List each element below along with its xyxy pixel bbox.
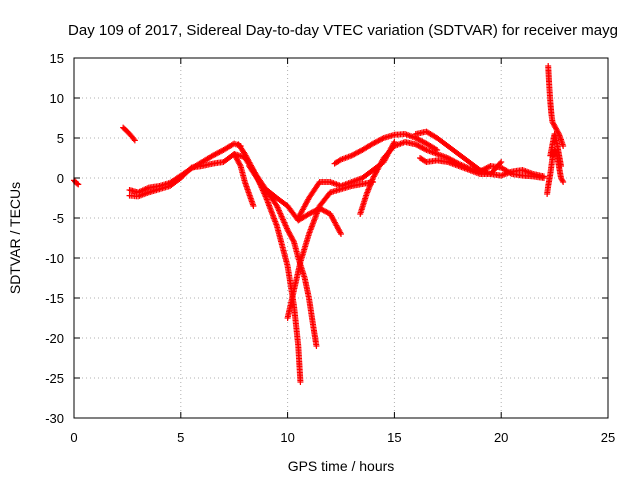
x-tick-label: 0 (70, 430, 77, 445)
series-arc-3 (126, 140, 244, 196)
data-point-fill (236, 161, 243, 168)
data-point (560, 179, 567, 185)
y-tick-label: -20 (45, 331, 64, 346)
x-axis-label: GPS time / hours (288, 458, 395, 474)
series-arc-7 (241, 155, 320, 349)
data-point (297, 379, 304, 385)
y-tick-label: 15 (50, 51, 64, 66)
data-point (131, 137, 138, 144)
y-tick-label: -5 (52, 211, 64, 226)
axis-ticks: 0 5 10 15 20 25 -30 -25 -20 -15 -10 -5 0 5 10 15 (45, 51, 615, 445)
x-tick-label: 15 (387, 430, 401, 445)
data-point-fill (290, 237, 297, 244)
data-point-fill (555, 129, 562, 136)
y-tick-label: -10 (45, 251, 64, 266)
data-point-fill (74, 180, 81, 187)
data-point-fill (422, 146, 429, 153)
chart-title: Day 109 of 2017, Sidereal Day-to-day VTE… (68, 22, 618, 39)
data-point (498, 159, 505, 165)
data-point (338, 231, 344, 237)
data-point (250, 203, 257, 209)
series-arc-15 (545, 63, 567, 149)
data-point-fill (497, 160, 504, 167)
data-point (540, 173, 547, 180)
x-tick-label: 20 (494, 430, 508, 445)
series-arc-2 (120, 124, 138, 144)
data-point (558, 163, 565, 169)
series-arc-10 (295, 139, 398, 221)
data-points (71, 63, 567, 385)
y-tick-label: -25 (45, 371, 64, 386)
series-arc-5 (231, 151, 257, 209)
series-arc-17 (547, 131, 565, 169)
y-tick-label: -30 (45, 411, 64, 426)
y-axis-label: SDTVAR / TECUs (7, 182, 23, 294)
series-arc-14 (417, 155, 505, 177)
y-tick-label: -15 (45, 291, 64, 306)
y-tick-label: 5 (57, 131, 64, 146)
data-point-fill (187, 165, 194, 172)
series-arc-4 (126, 151, 248, 200)
plot-frame (73, 57, 609, 419)
data-point-fill (379, 135, 386, 142)
data-point-fill (130, 136, 137, 143)
y-tick-label: 10 (50, 91, 64, 106)
x-tick-label: 10 (280, 430, 294, 445)
grid (74, 58, 608, 418)
series-arc-8 (246, 163, 344, 237)
y-tick-label: 0 (57, 171, 64, 186)
series-arc-6 (235, 141, 304, 385)
series-arc-16 (544, 147, 567, 197)
data-point (560, 143, 567, 149)
series-arc-11 (331, 131, 441, 167)
x-tick-label: 5 (177, 430, 184, 445)
data-point-fill (336, 157, 343, 164)
x-tick-label: 25 (601, 430, 615, 445)
data-point-fill (559, 177, 566, 184)
data-point (313, 343, 320, 349)
data-point (75, 181, 82, 188)
series-arc-1 (71, 177, 82, 188)
